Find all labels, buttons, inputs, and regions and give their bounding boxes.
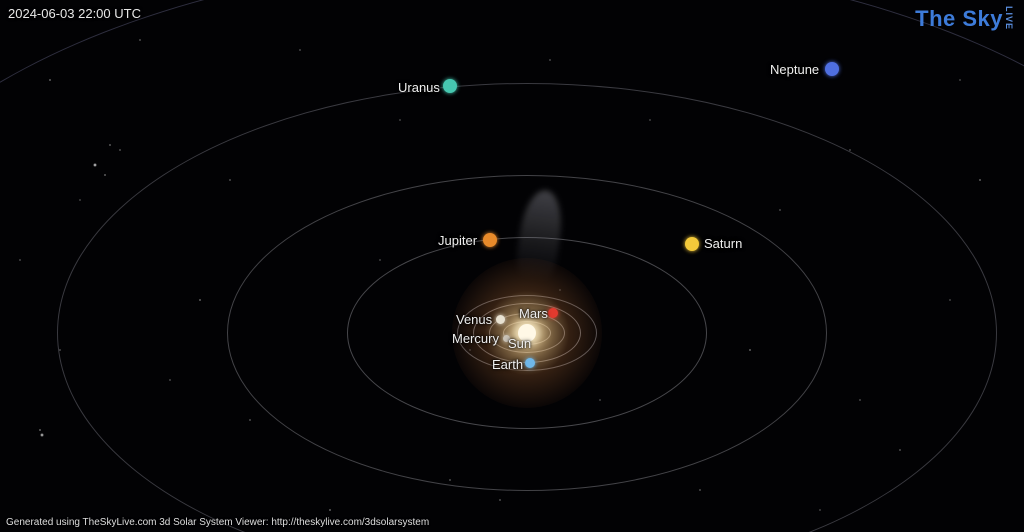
mars-label: Mars bbox=[519, 306, 548, 321]
timestamp-label: 2024-06-03 22:00 UTC bbox=[8, 6, 141, 21]
saturn-label: Saturn bbox=[704, 236, 742, 251]
jupiter-label: Jupiter bbox=[438, 233, 477, 248]
mars-planet[interactable] bbox=[548, 308, 558, 318]
attribution-text: Generated using TheSkyLive.com 3d Solar … bbox=[6, 517, 429, 528]
uranus-orbit bbox=[57, 83, 997, 532]
neptune-orbit bbox=[0, 0, 1024, 532]
venus-label: Venus bbox=[456, 312, 492, 327]
saturn-planet[interactable] bbox=[685, 237, 699, 251]
uranus-planet[interactable] bbox=[443, 79, 457, 93]
logo-sub-text: LIVE bbox=[1004, 6, 1014, 30]
neptune-label: Neptune bbox=[770, 62, 819, 77]
earth-planet[interactable] bbox=[525, 358, 535, 368]
neptune-planet[interactable] bbox=[825, 62, 839, 76]
jupiter-planet[interactable] bbox=[483, 233, 497, 247]
thesky-logo: The SkyLIVE bbox=[915, 6, 1014, 32]
uranus-label: Uranus bbox=[398, 80, 440, 95]
earth-label: Earth bbox=[492, 357, 523, 372]
venus-planet[interactable] bbox=[496, 315, 505, 324]
logo-main-text: The Sky bbox=[915, 6, 1003, 31]
mercury-label: Mercury bbox=[452, 331, 499, 346]
sun[interactable] bbox=[518, 324, 536, 342]
mercury-planet[interactable] bbox=[503, 335, 510, 342]
comet-tail bbox=[514, 188, 566, 283]
solar-system-view[interactable]: Mercury Venus Earth Mars Jupiter Saturn Uranus… bbox=[0, 0, 1024, 532]
